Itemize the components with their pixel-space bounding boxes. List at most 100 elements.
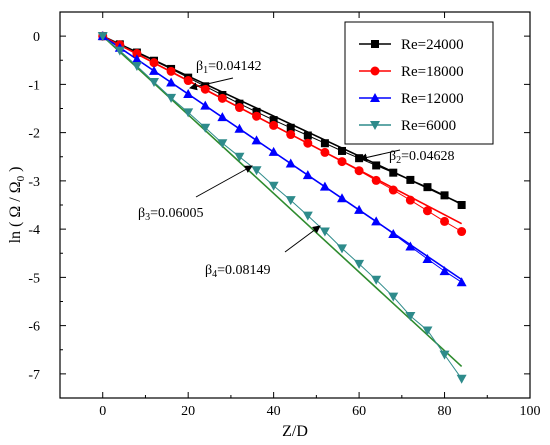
legend-box [344, 21, 494, 145]
legend-label-4: Re=6000 [401, 118, 456, 134]
data-point-3 [285, 158, 296, 168]
annotation-subscript: 3 [145, 212, 150, 223]
data-point-1 [303, 131, 312, 140]
data-point-3 [405, 241, 416, 251]
data-point-4 [234, 152, 245, 162]
data-point-1 [423, 183, 432, 192]
data-point-2 [166, 66, 176, 76]
data-point-4 [319, 227, 330, 237]
annotation-arrow-beta-1 [189, 77, 234, 91]
data-point-2 [149, 58, 159, 68]
annotation-beta-4: β4=0.08149 [205, 263, 271, 280]
data-point-2 [320, 147, 330, 157]
fit-line-4 [102, 35, 463, 367]
y-tick-label: -3 [28, 175, 40, 190]
x-tick-label: 0 [99, 404, 106, 419]
data-point-2 [440, 216, 450, 226]
data-point-2 [337, 157, 347, 167]
data-point-3 [456, 277, 467, 287]
ticks: 0 20 40 60 80 100 0 -1 -2 -3 -4 -5 -6 -7 [28, 11, 541, 419]
data-point-4 [251, 166, 262, 176]
data-point-2 [132, 48, 142, 58]
series-line-3 [102, 35, 462, 283]
legend-label-3: Re=12000 [401, 91, 464, 107]
data-point-4 [166, 93, 177, 103]
data-point-3 [302, 170, 313, 180]
x-tick-label: 40 [267, 404, 281, 419]
data-point-4 [302, 211, 313, 221]
data-point-3 [200, 100, 211, 110]
y-tick-label: -6 [28, 320, 40, 335]
legend-marker-1 [371, 40, 379, 48]
data-point-2 [286, 130, 296, 140]
data-point-2 [217, 93, 227, 103]
data-point-3 [337, 193, 347, 203]
y-axis-label-close: ) [7, 167, 24, 176]
data-point-3 [388, 228, 399, 238]
annotation-beta-1: β1=0.04142 [196, 59, 262, 76]
data-point-1 [320, 139, 329, 148]
annotation-beta-3: β3=0.06005 [138, 206, 204, 223]
annotation-arrow-beta-3 [195, 165, 253, 198]
data-point-4 [456, 374, 467, 384]
data-point-3 [319, 181, 330, 191]
data-point-1 [372, 161, 381, 170]
data-point-3 [439, 266, 450, 276]
annotation-symbol: β [389, 149, 396, 164]
data-point-2 [371, 175, 381, 185]
annotation-symbol: β [205, 263, 212, 278]
data-point-4 [337, 244, 347, 254]
data-point-3 [217, 112, 228, 122]
data-point-4 [422, 326, 433, 336]
y-tick-label: -7 [28, 368, 40, 383]
y-axis-label: ln ( Ω / Ω0 ) [7, 167, 27, 244]
y-tick-label: -2 [28, 127, 40, 142]
annotation-subscript: 2 [396, 155, 401, 166]
data-point-2 [200, 84, 210, 94]
data-point-4 [268, 181, 279, 191]
data-point-2 [405, 195, 415, 205]
annotation-symbol: β [138, 206, 145, 221]
series-line-2 [102, 35, 462, 232]
annotation-value: =0.08149 [217, 263, 270, 278]
legend-label-2: Re=18000 [401, 64, 464, 80]
data-point-2 [354, 166, 364, 176]
data-point-4 [200, 123, 211, 133]
x-tick-label: 80 [438, 404, 452, 419]
data-point-2 [183, 76, 193, 86]
legend-marker-3 [370, 93, 380, 102]
x-tick-label: 60 [352, 404, 366, 419]
data-point-3 [234, 123, 245, 133]
data-point-4 [131, 62, 142, 72]
data-point-4 [388, 292, 399, 302]
series-lines [102, 35, 463, 379]
legend: Re=24000 Re=18000 Re=12000 Re=6000 [344, 21, 494, 145]
y-axis-label-sub: 0 [15, 175, 27, 181]
data-point-1 [457, 201, 466, 209]
annotation-value: =0.04142 [208, 59, 261, 74]
annotation-arrow-beta-2 [359, 149, 401, 162]
data-point-3 [354, 204, 365, 214]
y-tick-label: -1 [28, 78, 40, 93]
data-point-2 [252, 111, 262, 121]
x-tick-label: 20 [181, 404, 195, 419]
data-point-4 [371, 275, 382, 285]
legend-marker-2 [370, 66, 380, 76]
data-point-3 [166, 77, 177, 87]
annotation-value: =0.06005 [150, 206, 203, 221]
legend-label-1: Re=24000 [401, 37, 464, 53]
data-point-2 [269, 120, 279, 130]
data-point-3 [371, 216, 382, 226]
annotation-subscript: 4 [212, 269, 217, 280]
data-point-1 [389, 168, 398, 177]
data-point-3 [422, 254, 433, 264]
data-point-3 [149, 65, 159, 75]
data-point-3 [251, 135, 262, 145]
data-point-3 [131, 54, 142, 64]
data-point-1 [338, 146, 346, 155]
data-point-3 [268, 146, 279, 156]
data-point-4 [183, 108, 194, 118]
data-point-4 [405, 311, 416, 321]
data-point-1 [286, 123, 295, 132]
